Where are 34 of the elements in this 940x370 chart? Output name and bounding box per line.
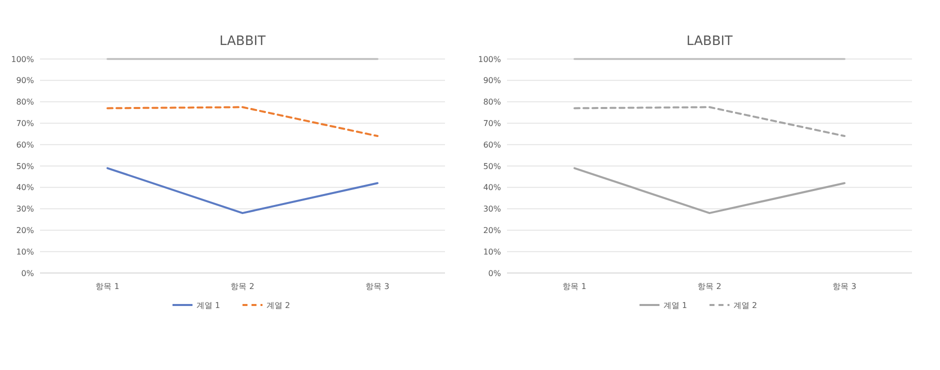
y-tick-label: 10% <box>483 247 502 256</box>
y-tick-label: 40% <box>16 183 34 192</box>
y-tick-label: 60% <box>483 140 502 150</box>
chart-title: LABBIT <box>686 34 733 49</box>
y-tick-label: 100% <box>478 54 502 64</box>
x-tick-label: 항목 1 <box>562 282 586 291</box>
y-tick-label: 80% <box>16 98 34 107</box>
x-tick-label: 항목 3 <box>366 282 390 291</box>
y-tick-label: 30% <box>483 204 502 214</box>
legend-label: 계열 2 <box>734 300 758 310</box>
x-tick-label: 항목 1 <box>96 282 120 291</box>
legend-label: 계열 2 <box>266 300 290 310</box>
chart-title: LABBIT <box>219 34 266 49</box>
y-tick-label: 30% <box>16 204 34 214</box>
legend-label: 계열 1 <box>664 300 688 310</box>
legend-label: 계열 1 <box>196 300 220 310</box>
y-tick-label: 20% <box>483 226 502 235</box>
y-tick-label: 0% <box>488 268 502 278</box>
y-tick-label: 70% <box>483 119 502 128</box>
y-tick-label: 50% <box>483 162 502 171</box>
y-tick-label: 20% <box>16 226 34 235</box>
y-tick-label: 40% <box>483 183 502 192</box>
y-tick-label: 80% <box>483 98 502 107</box>
y-tick-label: 10% <box>16 247 34 256</box>
y-tick-label: 60% <box>16 140 34 150</box>
y-tick-label: 70% <box>16 119 34 128</box>
x-tick-label: 항목 3 <box>832 282 856 291</box>
y-tick-label: 90% <box>16 76 34 86</box>
y-tick-label: 90% <box>483 76 502 86</box>
y-tick-label: 0% <box>21 268 34 278</box>
x-tick-label: 항목 2 <box>230 282 254 291</box>
y-tick-label: 50% <box>16 162 34 171</box>
x-tick-label: 항목 2 <box>698 282 722 291</box>
y-tick-label: 100% <box>11 54 34 64</box>
